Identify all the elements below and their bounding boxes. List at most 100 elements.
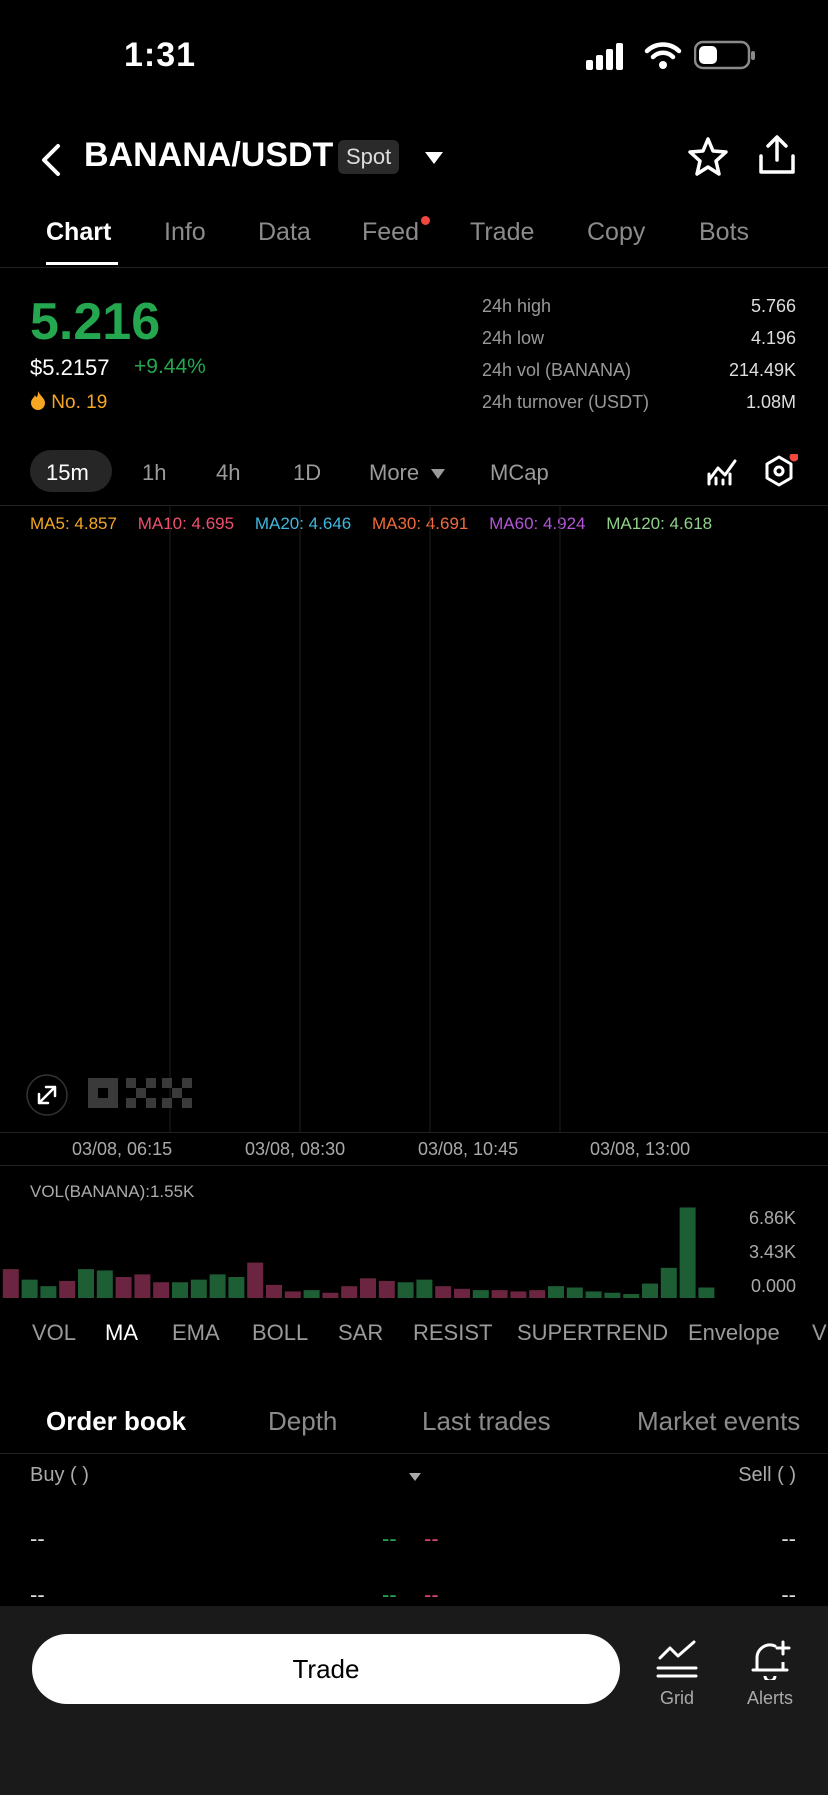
tab-bots[interactable]: Bots (699, 218, 750, 246)
trade-button[interactable]: Trade (32, 1634, 620, 1704)
ma10-value: MA10: 4.695 (137, 514, 235, 533)
tab-market-events[interactable]: Market events (637, 1406, 801, 1436)
volume-bar (679, 1207, 696, 1298)
favorite-star-icon[interactable] (688, 136, 728, 176)
volume-tick-label: 0.000 (751, 1276, 796, 1296)
tab-info[interactable]: Info (164, 218, 206, 246)
alerts-bell-icon[interactable] (735, 1636, 805, 1680)
volume-bar (548, 1286, 564, 1298)
x-axis: 03/08, 06:15 03/08, 08:30 03/08, 10:45 0… (0, 1132, 828, 1166)
okx-watermark-logo (88, 1078, 192, 1108)
timeframe-more[interactable]: More (369, 460, 420, 485)
back-icon[interactable] (38, 142, 64, 178)
stat-label-24h-turnover: 24h turnover (USDT) (482, 392, 650, 412)
indicator-supertrend[interactable]: SUPERTREND (517, 1320, 669, 1345)
volume-bar (190, 1279, 207, 1298)
orderbook-header: Buy ( ) Sell ( ) (0, 1460, 828, 1500)
battery-icon (694, 40, 755, 70)
sell-amount: -- (781, 1526, 796, 1551)
chart-settings-icon[interactable] (762, 454, 798, 490)
grid-label[interactable]: Grid (659, 1688, 694, 1708)
indicator-sar[interactable]: SAR (338, 1320, 384, 1345)
ma5-value: MA5: 4.857 (30, 514, 117, 533)
ma30-value: MA30: 4.691 (371, 514, 469, 533)
volume-bar (21, 1279, 38, 1298)
timeframe-4h[interactable]: 4h (216, 460, 241, 485)
expand-icon[interactable] (26, 1074, 68, 1116)
alerts-label[interactable]: Alerts (746, 1688, 793, 1708)
volume-bar (96, 1270, 113, 1298)
chart-grid (169, 506, 561, 1132)
ma-legend: MA5: 4.857 MA10: 4.695 MA20: 4.646 MA30:… (30, 512, 790, 536)
volume-bar (247, 1262, 264, 1298)
indicator-boll[interactable]: BOLL (252, 1320, 309, 1345)
volume-bar (416, 1279, 433, 1298)
volume-bar (642, 1283, 658, 1298)
timeframe-mcap[interactable]: MCap (490, 460, 549, 485)
timeframe-bar: 15m 1h 4h 1D More MCap (0, 446, 828, 506)
tab-chart[interactable]: Chart (46, 218, 112, 246)
bottom-action-bar: Trade Grid Alerts (0, 1606, 828, 1795)
buy-price: -- (382, 1526, 397, 1551)
tab-data[interactable]: Data (258, 218, 311, 246)
tab-depth[interactable]: Depth (268, 1406, 338, 1436)
sell-price: -- (424, 1526, 439, 1551)
indicator-ema[interactable]: EMA (172, 1320, 220, 1345)
volume-bar (529, 1290, 546, 1298)
volume-bar (115, 1277, 132, 1298)
wifi-icon (644, 42, 682, 69)
volume-bar (660, 1267, 677, 1298)
indicator-resist[interactable]: RESIST (413, 1320, 493, 1345)
timeframe-1h[interactable]: 1h (142, 460, 167, 485)
indicator-ma[interactable]: MA (105, 1320, 138, 1345)
grid-bot-icon[interactable] (642, 1636, 712, 1680)
indicator-chart-icon[interactable] (706, 456, 738, 488)
pair-header: BANANA/USDT Spot (0, 120, 828, 200)
stat-value-24h-vol: 214.49K (728, 360, 796, 380)
section-tabs: Chart Info Data Feed Trade Copy Bots (0, 208, 828, 268)
precision-dropdown-icon[interactable] (408, 1472, 422, 1482)
volume-bar (623, 1294, 640, 1298)
volume-label: VOL(BANANA):1.55K (30, 1182, 195, 1201)
candlestick-chart[interactable]: 5.0004.8004.600 5.2904.4665.21613:19 (0, 506, 828, 1132)
buy-amount: -- (30, 1526, 45, 1551)
last-price: 5.216 (30, 293, 161, 351)
volume-bar (472, 1290, 489, 1298)
volume-bar (341, 1286, 358, 1298)
volume-bar (491, 1290, 508, 1298)
more-chevron-down-icon (431, 469, 445, 479)
x-tick-label: 03/08, 08:30 (245, 1139, 346, 1159)
timeframe-selected-pill (30, 450, 112, 492)
pair-title[interactable]: BANANA/USDT (84, 136, 334, 174)
tab-copy[interactable]: Copy (587, 218, 646, 246)
volume-chart: 6.86K 3.43K 0.000 (2, 1207, 796, 1298)
indicator-envelope[interactable]: Envelope (688, 1320, 780, 1345)
tab-feed[interactable]: Feed (362, 218, 419, 246)
tab-order-book[interactable]: Order book (46, 1406, 187, 1436)
cellular-signal-icon (586, 43, 623, 70)
x-tick-label: 03/08, 10:45 (418, 1139, 519, 1159)
volume-bar (228, 1277, 245, 1298)
volume-bar (397, 1282, 414, 1298)
sell-price: -- (424, 1582, 439, 1607)
share-icon[interactable] (756, 134, 798, 176)
tab-last-trades[interactable]: Last trades (422, 1406, 551, 1436)
ma120-value: MA120: 4.618 (606, 514, 713, 533)
stat-value-24h-low: 4.196 (750, 328, 796, 348)
stat-value-24h-high: 5.766 (750, 296, 796, 316)
volume-bar (59, 1280, 76, 1298)
volume-bar (2, 1269, 19, 1298)
timeframe-1d[interactable]: 1D (293, 460, 322, 485)
stat-label-24h-vol: 24h vol (BANANA) (482, 360, 632, 380)
volume-bar (153, 1282, 170, 1298)
timeframe-15m[interactable]: 15m (46, 460, 89, 485)
indicator-more-partial[interactable]: V (812, 1320, 827, 1345)
tab-trade[interactable]: Trade (470, 218, 535, 246)
market-type-badge: Spot (338, 140, 400, 174)
volume-bar (303, 1290, 320, 1298)
price-change-percent: +9.44% (134, 355, 206, 378)
volume-bar (284, 1291, 301, 1298)
usd-price: $5.2157 (30, 355, 110, 380)
chevron-down-icon[interactable] (424, 150, 444, 166)
indicator-vol[interactable]: VOL (32, 1320, 77, 1345)
